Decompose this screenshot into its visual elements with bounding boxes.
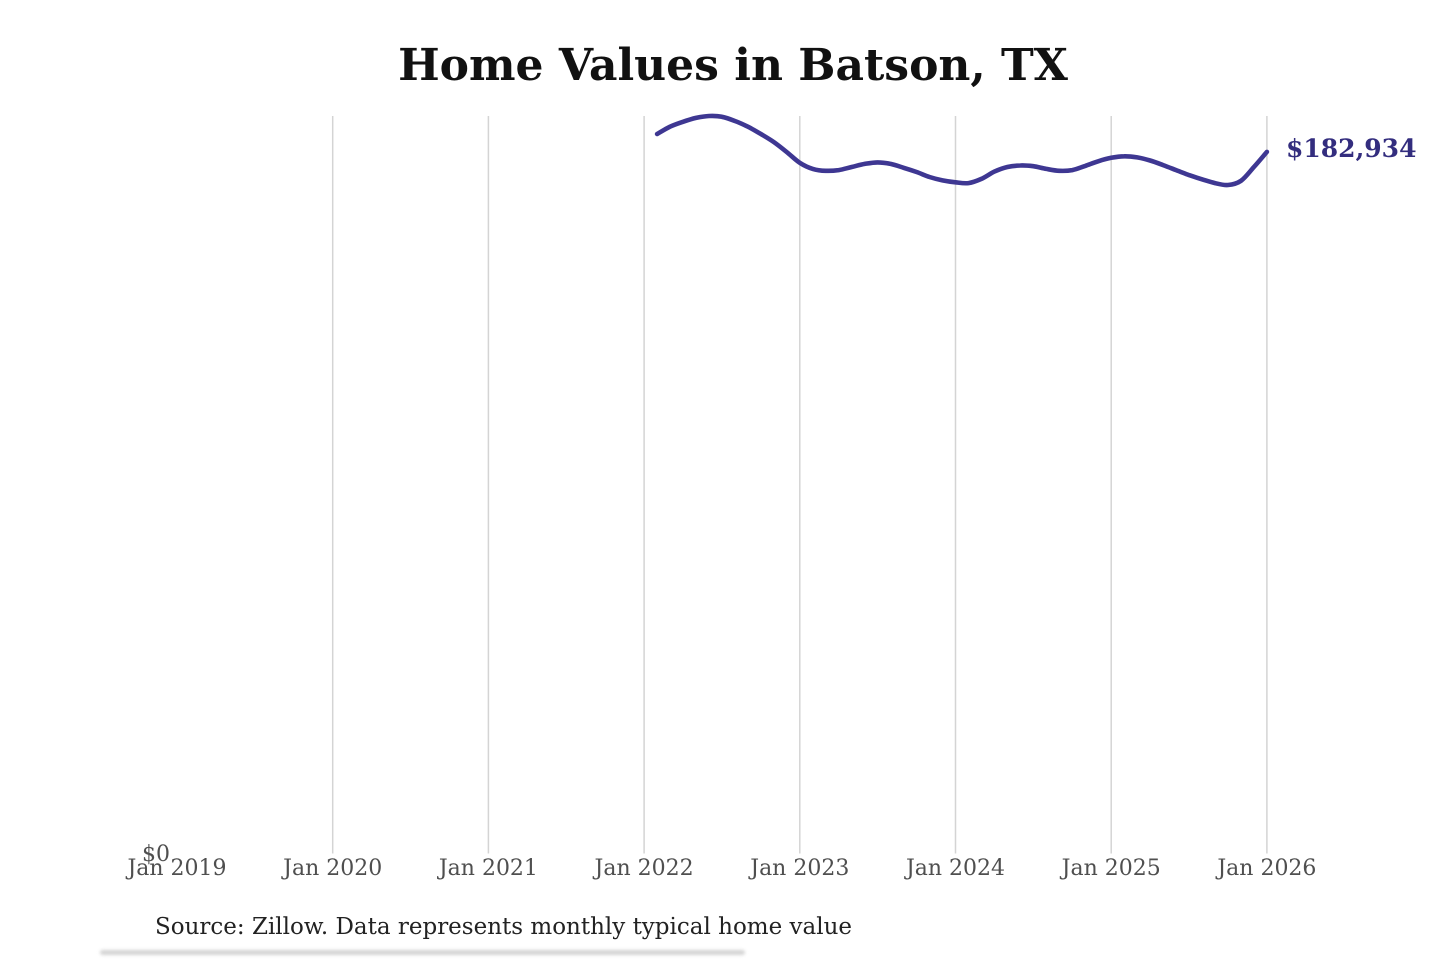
x-axis-label-jan-2026: Jan 2026 — [1217, 856, 1317, 881]
latest-value-label: $182,934 — [1286, 134, 1417, 163]
cropped-bottom-artifact — [100, 950, 745, 955]
x-axis-label-jan-2025: Jan 2025 — [1061, 856, 1161, 881]
x-axis-labels: Jan 2019 Jan 2020 Jan 2021 Jan 2022 Jan 2023… — [0, 856, 1440, 888]
x-axis-label-jan-2024: Jan 2024 — [905, 856, 1006, 881]
y-axis-zero-label: $0 — [142, 842, 170, 867]
chart-title: Home Values in Batson, TX — [398, 40, 1068, 91]
home-value-series-line — [654, 113, 1270, 188]
x-axis-label-jan-2020: Jan 2020 — [283, 856, 383, 881]
x-axis-label-jan-2023: Jan 2023 — [750, 856, 850, 881]
x-axis-label-jan-2021: Jan 2021 — [438, 856, 538, 881]
source-note: Source: Zillow. Data represents monthly … — [155, 914, 853, 940]
x-axis-label-jan-2019: Jan 2019 — [127, 856, 227, 881]
x-axis-label-jan-2022: Jan 2022 — [594, 856, 694, 881]
